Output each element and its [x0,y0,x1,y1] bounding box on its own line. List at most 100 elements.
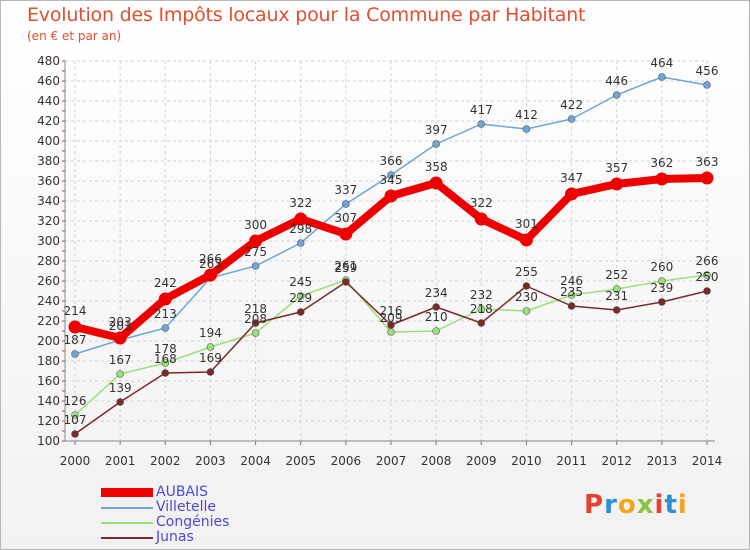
data-point-congénies [296,292,305,300]
data-label-villetelle: 397 [425,123,448,137]
legend-swatch [101,507,153,509]
data-label-villetelle: 337 [334,183,357,197]
data-label-junas: 239 [650,281,673,295]
data-point-junas [567,302,576,310]
y-tick-label: 240 [37,294,60,308]
data-label-aubais: 301 [515,217,538,231]
data-label-congénies: 210 [425,310,448,324]
x-tick-label: 2000 [60,454,91,468]
data-point-aubais [68,320,82,334]
data-point-aubais [249,234,263,248]
x-tick-label: 2013 [647,454,678,468]
y-tick-label: 100 [37,434,60,448]
axes [62,60,715,445]
data-point-aubais [519,233,533,247]
data-point-aubais [655,172,669,186]
x-tick-label: 2012 [601,454,632,468]
data-label-aubais: 322 [289,196,312,210]
data-label-villetelle: 298 [289,222,312,236]
data-point-congénies [612,285,621,293]
data-point-aubais [429,176,443,190]
data-point-congénies [477,305,486,313]
data-label-congénies: 230 [515,290,538,304]
data-label-villetelle: 201 [109,319,132,333]
data-label-villetelle: 366 [380,154,403,168]
data-label-villetelle: 263 [199,257,222,271]
y-tick-label: 160 [37,374,60,388]
x-tick-labels: 2000 2001 2002 2003 2004 2005 2006 2007 2008 2009… [60,454,723,468]
data-point-aubais [294,212,308,226]
data-point-aubais [113,331,127,345]
data-point-villetelle [477,120,486,128]
data-label-villetelle: 422 [560,98,583,112]
data-point-villetelle [522,125,531,133]
data-label-junas: 169 [199,351,222,365]
data-label-aubais: 203 [109,315,132,329]
data-label-villetelle: 456 [696,64,719,78]
data-label-aubais: 300 [244,218,267,232]
y-tick-label: 300 [37,234,60,248]
y-tick-label: 120 [37,414,60,428]
data-label-junas: 235 [560,285,583,299]
data-point-junas [251,319,260,327]
data-point-junas [477,319,486,327]
data-label-congénies: 194 [199,326,222,340]
data-point-junas [116,398,124,406]
data-label-junas: 107 [64,413,87,427]
data-label-junas: 250 [696,270,719,284]
data-label-villetelle: 187 [64,333,87,347]
data-point-villetelle [703,81,711,89]
data-label-junas: 168 [154,352,177,366]
proxiti-logo: Proxiti [584,490,688,520]
data-label-junas: 231 [605,289,628,303]
x-tick-label: 2002 [150,454,181,468]
y-tick-label: 140 [37,394,60,408]
data-point-aubais [565,187,579,201]
y-tick-label: 360 [37,174,60,188]
data-label-congénies: 245 [289,275,312,289]
data-label-aubais: 266 [199,252,222,266]
data-label-junas: 229 [289,291,312,305]
data-point-congénies [522,307,531,315]
x-tick-label: 2001 [105,454,136,468]
data-point-junas [206,368,215,376]
data-point-junas [342,278,350,286]
data-point-junas [703,287,711,295]
data-label-junas: 234 [425,286,448,300]
x-tick-label: 2009 [466,454,497,468]
data-label-aubais: 242 [154,276,177,290]
data-point-junas [522,282,531,290]
data-point-villetelle [387,171,395,179]
x-tick-label: 2007 [376,454,407,468]
legend-label: AUBAIS [156,484,209,500]
data-point-aubais [700,171,714,185]
data-label-aubais: 363 [696,155,719,169]
legend-label: Junas [156,529,194,545]
data-label-junas: 255 [515,265,538,279]
data-label-aubais: 214 [64,304,87,318]
data-label-congénies: 178 [154,342,177,356]
data-label-aubais: 357 [605,161,628,175]
y-tick-labels: 100 120 140 160 180 200 220 240 260 280 300 320 340 3… [37,54,60,448]
data-label-villetelle: 417 [470,103,493,117]
x-tick-label: 2010 [511,454,542,468]
y-tick-label: 200 [37,334,60,348]
data-label-junas: 216 [380,304,403,318]
data-point-congénies [116,370,124,378]
y-tick-label: 280 [37,254,60,268]
legend-label: Congénies [156,514,230,530]
data-point-congénies [658,277,666,285]
y-tick-label: 260 [37,274,60,288]
y-tick-label: 180 [37,354,60,368]
data-point-junas [658,298,666,306]
data-label-junas: 139 [109,381,132,395]
data-point-aubais [610,177,624,191]
data-point-aubais [384,189,398,203]
y-tick-label: 380 [37,154,60,168]
data-point-junas [432,303,440,311]
data-label-congénies: 246 [560,274,583,288]
data-point-junas [71,430,79,438]
data-labels: 214 203 242 266 300 322 307 345 358 322 301 347 357 3… [64,56,719,427]
